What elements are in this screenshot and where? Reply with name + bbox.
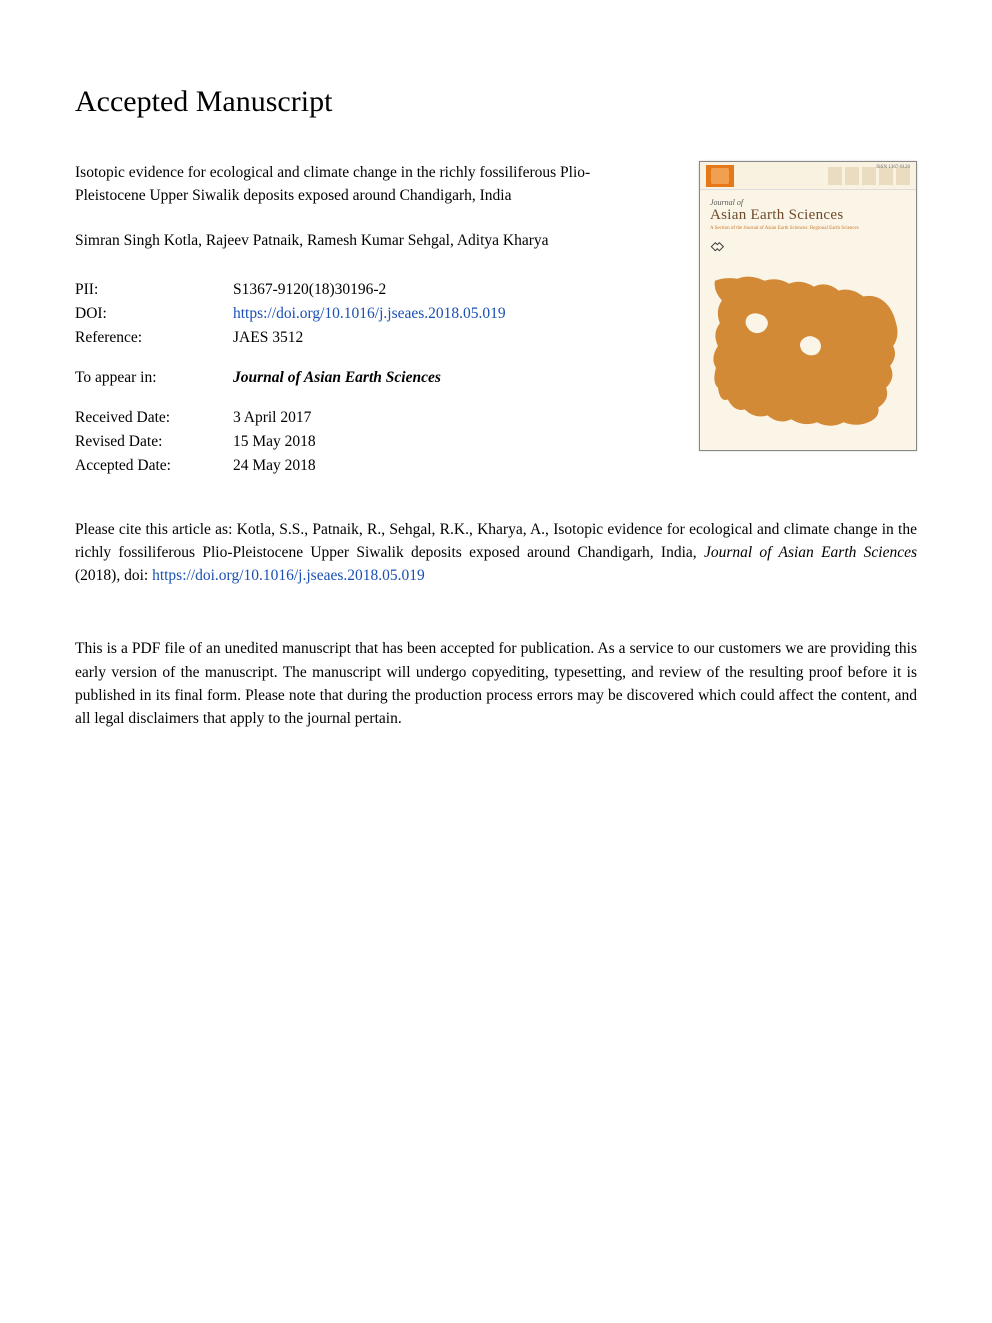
meta-row-accepted: Accepted Date: 24 May 2018 [75,454,506,478]
meta-label: Accepted Date: [75,454,233,478]
meta-value: 15 May 2018 [233,430,506,454]
cover-issn: ISSN 1367-9120 [876,165,910,170]
doi-link[interactable]: https://doi.org/10.1016/j.jseaes.2018.05… [233,305,506,322]
meta-row-pii: PII: S1367-9120(18)30196-2 [75,278,506,302]
meta-row-reference: Reference: JAES 3512 [75,326,506,350]
disclaimer-text: This is a PDF file of an unedited manusc… [75,637,917,730]
authors: Simran Singh Kotla, Rajeev Patnaik, Rame… [75,232,635,250]
citation-text: Please cite this article as: Kotla, S.S.… [75,518,917,588]
meta-value: 24 May 2018 [233,454,506,478]
citation-year: (2018), doi: [75,567,152,584]
cover-map-icon [710,268,906,433]
meta-label: PII: [75,278,233,302]
meta-label: To appear in: [75,366,233,390]
citation-journal: Journal of Asian Earth Sciences [704,544,917,561]
cover-subtitle: A Section of the Journal of Asian Earth … [700,226,916,237]
meta-row-appear: To appear in: Journal of Asian Earth Sci… [75,366,506,390]
meta-row-doi: DOI: https://doi.org/10.1016/j.jseaes.20… [75,302,506,326]
article-title: Isotopic evidence for ecological and cli… [75,161,635,208]
meta-label: DOI: [75,302,233,326]
journal-cover: ISSN 1367-9120 Journal of Asian Earth Sc… [699,161,917,451]
meta-value: Journal of Asian Earth Sciences [233,366,506,390]
cover-journal-title: Asian Earth Sciences [710,207,906,224]
top-section: Isotopic evidence for ecological and cli… [75,161,917,478]
meta-value: S1367-9120(18)30196-2 [233,278,506,302]
page-heading: Accepted Manuscript [75,85,917,119]
meta-value: 3 April 2017 [233,406,506,430]
cover-journal-name: Journal of Asian Earth Sciences [700,190,916,226]
meta-label: Reference: [75,326,233,350]
metadata-table: PII: S1367-9120(18)30196-2 DOI: https://… [75,278,506,478]
meta-label: Received Date: [75,406,233,430]
meta-value: https://doi.org/10.1016/j.jseaes.2018.05… [233,302,506,326]
meta-value: JAES 3512 [233,326,506,350]
cover-hammer-icon [700,237,916,264]
cover-topbar: ISSN 1367-9120 [700,162,916,190]
meta-row-revised: Revised Date: 15 May 2018 [75,430,506,454]
publisher-logo-icon [706,165,734,187]
meta-row-received: Received Date: 3 April 2017 [75,406,506,430]
citation-doi-link[interactable]: https://doi.org/10.1016/j.jseaes.2018.05… [152,567,425,584]
left-column: Isotopic evidence for ecological and cli… [75,161,635,478]
cover-journal-of: Journal of [710,198,906,207]
meta-label: Revised Date: [75,430,233,454]
